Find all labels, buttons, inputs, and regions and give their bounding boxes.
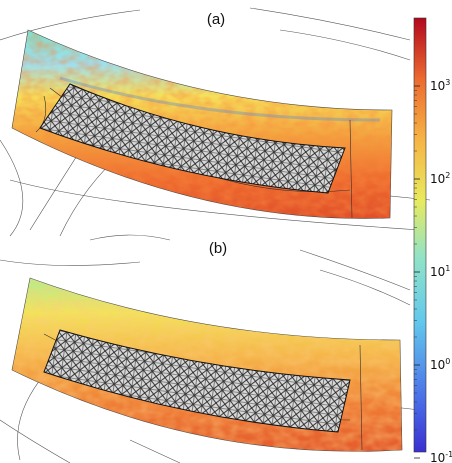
colorbar-tick-label: 103 [430,78,450,93]
colorbar-tick-label: 102 [430,171,450,186]
panel-a-field [11,29,393,219]
colorbar-gradient [413,17,427,453]
panel-label-b: (b) [209,240,227,257]
colorbar-tick-label: 10-1 [430,450,452,463]
colorbar-tick-label: 100 [430,357,450,372]
colorbar-ticks: 103 102 101 100 10-1 [414,78,452,463]
panel-label-a: (a) [207,11,225,28]
background-mesh [0,7,431,463]
colorbar-tick-label: 101 [430,264,450,279]
panel-b-field [11,277,403,452]
colorbar-minor-ticks [414,90,417,431]
colorbar: 103 102 101 100 10-1 [413,17,452,463]
